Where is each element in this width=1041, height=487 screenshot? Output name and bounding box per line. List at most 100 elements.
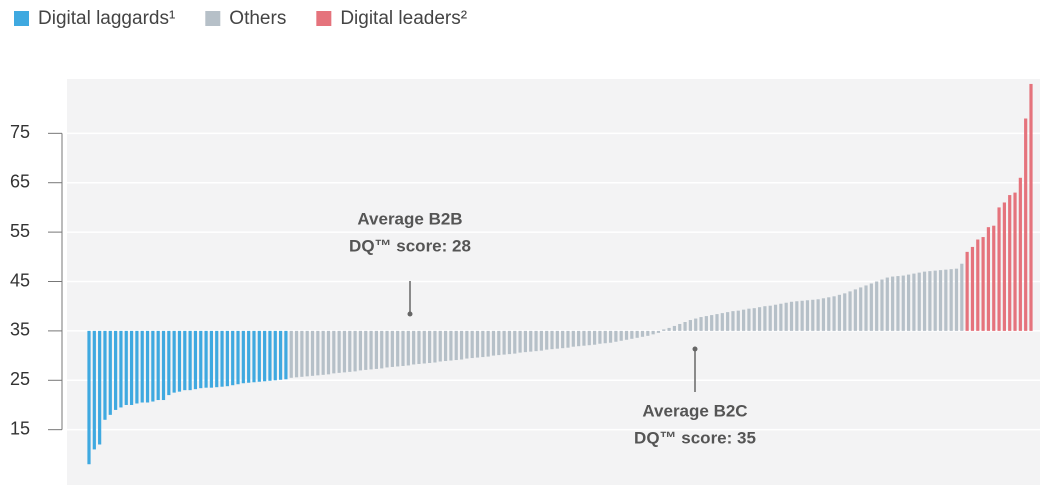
bar bbox=[332, 330, 336, 374]
bar bbox=[651, 330, 655, 335]
legend-swatch bbox=[205, 11, 221, 26]
bar bbox=[1024, 118, 1028, 331]
y-tick-label: 35 bbox=[10, 320, 30, 340]
annotation-text: Average B2B bbox=[357, 209, 462, 228]
bar bbox=[428, 330, 432, 363]
bar bbox=[443, 330, 448, 362]
bar bbox=[997, 207, 1001, 331]
bar bbox=[98, 330, 102, 445]
bar bbox=[470, 330, 474, 359]
bar bbox=[891, 276, 895, 331]
bar bbox=[539, 330, 543, 351]
bar bbox=[763, 306, 767, 331]
bar bbox=[140, 330, 144, 403]
bar bbox=[247, 330, 251, 383]
bar bbox=[938, 270, 943, 331]
y-tick-label: 75 bbox=[10, 122, 30, 142]
bar bbox=[896, 276, 900, 331]
bar bbox=[922, 271, 927, 331]
bar bbox=[906, 274, 911, 331]
bar bbox=[321, 330, 325, 375]
bar bbox=[704, 316, 708, 331]
bar bbox=[183, 330, 187, 391]
bar bbox=[278, 330, 283, 380]
bar bbox=[220, 330, 224, 387]
bar bbox=[715, 314, 719, 331]
bar bbox=[161, 330, 166, 401]
bar bbox=[326, 330, 331, 375]
bar bbox=[502, 330, 506, 355]
bar bbox=[566, 330, 570, 348]
bar bbox=[614, 330, 618, 342]
bar bbox=[582, 330, 586, 346]
bar bbox=[901, 275, 905, 331]
bar bbox=[731, 311, 735, 331]
bar bbox=[497, 330, 501, 356]
bar bbox=[736, 310, 740, 331]
bar bbox=[215, 330, 219, 388]
legend-swatch bbox=[14, 11, 29, 26]
bar bbox=[337, 330, 341, 373]
bar bbox=[231, 330, 235, 386]
bar bbox=[369, 330, 373, 370]
bar bbox=[843, 293, 847, 331]
bar bbox=[821, 298, 826, 331]
bar bbox=[827, 297, 831, 331]
annotation-text: DQ™ score: 35 bbox=[634, 428, 756, 447]
bar bbox=[1029, 83, 1033, 331]
bar bbox=[364, 330, 368, 370]
bar bbox=[103, 330, 107, 420]
bar bbox=[800, 300, 804, 331]
bar bbox=[353, 330, 357, 372]
legend-label: Digital leaders² bbox=[340, 8, 467, 29]
bar bbox=[263, 330, 267, 382]
bar bbox=[156, 330, 160, 401]
bar bbox=[273, 330, 277, 381]
bar bbox=[1013, 192, 1017, 331]
bar bbox=[342, 330, 347, 373]
bar bbox=[832, 296, 836, 331]
bar bbox=[816, 299, 820, 331]
bar bbox=[491, 330, 496, 356]
bar bbox=[475, 330, 480, 358]
bar bbox=[550, 330, 554, 350]
bar bbox=[646, 330, 650, 336]
bar bbox=[119, 330, 123, 408]
bar bbox=[683, 322, 687, 331]
bar bbox=[965, 251, 969, 331]
bar bbox=[869, 283, 873, 331]
legend-label: Others bbox=[229, 8, 286, 29]
bar bbox=[316, 330, 320, 376]
bar bbox=[853, 289, 857, 331]
bar bbox=[284, 330, 288, 380]
bar bbox=[848, 291, 852, 331]
bar bbox=[406, 330, 410, 366]
bar bbox=[177, 330, 182, 392]
bar bbox=[880, 279, 884, 331]
bar bbox=[289, 330, 293, 378]
bar bbox=[667, 327, 671, 331]
bar bbox=[374, 330, 378, 369]
bar bbox=[1008, 195, 1012, 331]
bar bbox=[545, 330, 549, 350]
bar bbox=[507, 330, 512, 355]
bar bbox=[981, 237, 985, 331]
bar bbox=[571, 330, 575, 347]
bar bbox=[710, 315, 714, 331]
bar bbox=[529, 330, 533, 352]
bar bbox=[135, 330, 139, 404]
y-tick-label: 45 bbox=[10, 270, 30, 290]
bar bbox=[678, 323, 682, 331]
legend-swatch bbox=[316, 11, 332, 26]
bar bbox=[486, 330, 490, 357]
bar bbox=[534, 330, 538, 352]
bar bbox=[300, 330, 304, 377]
bar bbox=[928, 271, 932, 331]
bar bbox=[699, 317, 703, 331]
bar bbox=[726, 312, 730, 331]
bar bbox=[768, 305, 772, 331]
bar bbox=[454, 330, 458, 361]
bar bbox=[789, 301, 794, 331]
bar bbox=[422, 330, 426, 364]
